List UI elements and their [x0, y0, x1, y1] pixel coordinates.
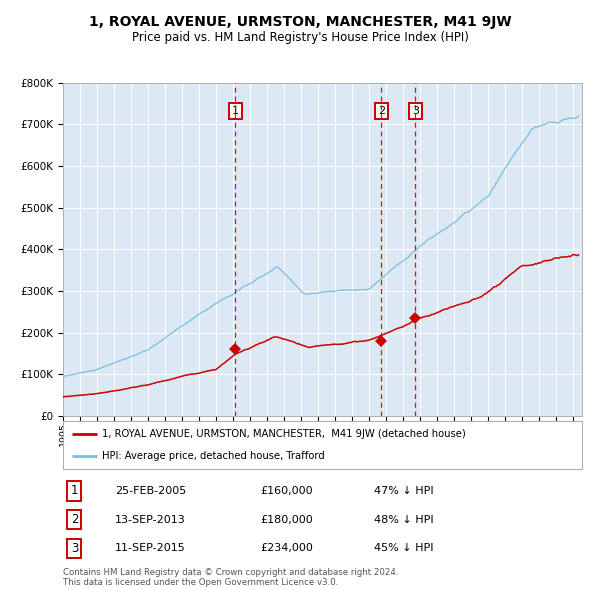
- Text: 1: 1: [232, 106, 239, 116]
- Text: 2: 2: [377, 106, 385, 116]
- Text: 47% ↓ HPI: 47% ↓ HPI: [374, 486, 434, 496]
- Text: £180,000: £180,000: [260, 514, 313, 525]
- Text: £234,000: £234,000: [260, 543, 313, 553]
- Text: 3: 3: [412, 106, 419, 116]
- Text: 3: 3: [71, 542, 78, 555]
- Text: 2: 2: [71, 513, 78, 526]
- Text: 11-SEP-2015: 11-SEP-2015: [115, 543, 185, 553]
- Text: Price paid vs. HM Land Registry's House Price Index (HPI): Price paid vs. HM Land Registry's House …: [131, 31, 469, 44]
- Text: 48% ↓ HPI: 48% ↓ HPI: [374, 514, 434, 525]
- Text: 1, ROYAL AVENUE, URMSTON, MANCHESTER,  M41 9JW (detached house): 1, ROYAL AVENUE, URMSTON, MANCHESTER, M4…: [102, 429, 466, 439]
- Text: 25-FEB-2005: 25-FEB-2005: [115, 486, 186, 496]
- Text: HPI: Average price, detached house, Trafford: HPI: Average price, detached house, Traf…: [102, 451, 325, 461]
- Text: 1: 1: [71, 484, 78, 497]
- Text: 13-SEP-2013: 13-SEP-2013: [115, 514, 185, 525]
- Text: £160,000: £160,000: [260, 486, 313, 496]
- Text: Contains HM Land Registry data © Crown copyright and database right 2024.
This d: Contains HM Land Registry data © Crown c…: [63, 568, 398, 587]
- Text: 45% ↓ HPI: 45% ↓ HPI: [374, 543, 434, 553]
- Text: 1, ROYAL AVENUE, URMSTON, MANCHESTER, M41 9JW: 1, ROYAL AVENUE, URMSTON, MANCHESTER, M4…: [89, 15, 511, 30]
